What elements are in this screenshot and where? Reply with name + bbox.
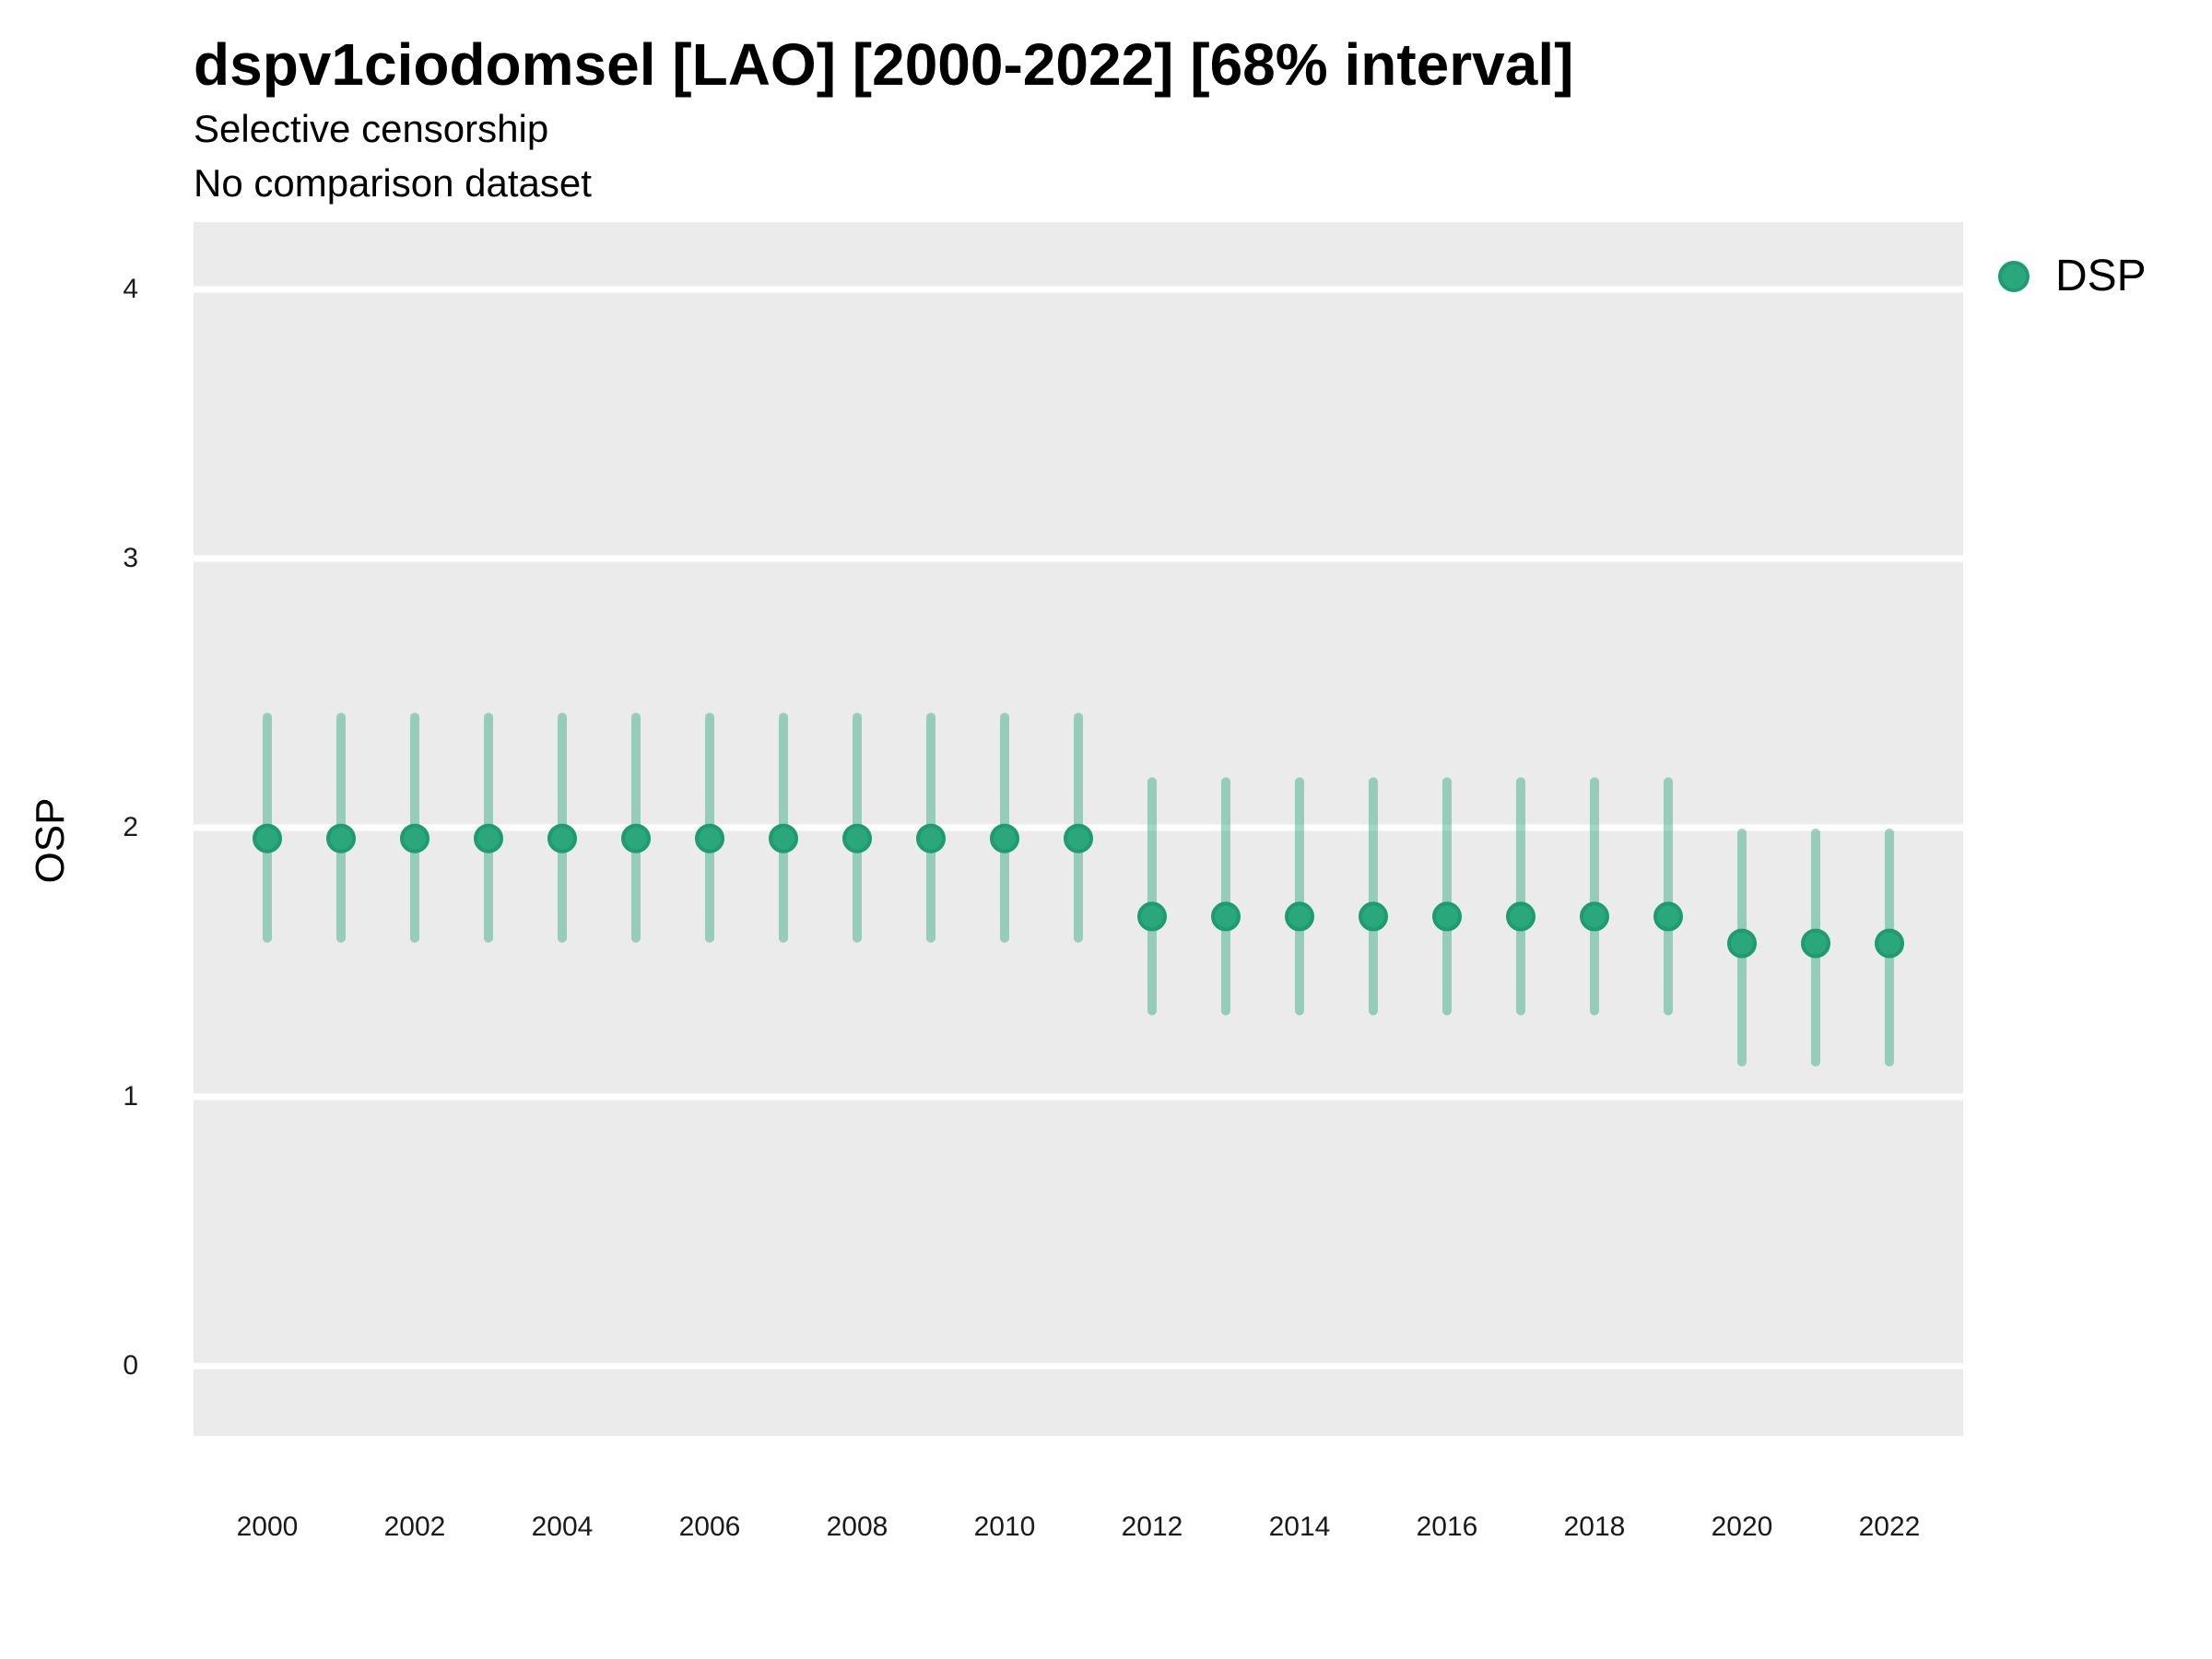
point-estimate-2021 <box>1801 928 1830 959</box>
x-tick-label-2002: 2002 <box>383 1512 446 1542</box>
legend-label: DSP <box>2055 252 2147 300</box>
point-estimate-2010 <box>990 823 1019 853</box>
point-estimate-2012 <box>1137 901 1167 932</box>
legend: DSP <box>1998 254 2147 299</box>
x-tick-label-2016: 2016 <box>1416 1512 1478 1542</box>
x-tick-label-2012: 2012 <box>1121 1512 1183 1542</box>
x-tick-label-2000: 2000 <box>236 1512 299 1542</box>
y-tick-label-0: 0 <box>123 1350 138 1382</box>
point-estimate-2006 <box>695 823 724 853</box>
x-tick-label-2018: 2018 <box>1563 1512 1626 1542</box>
point-estimate-2008 <box>842 823 872 853</box>
point-estimate-2013 <box>1211 901 1241 932</box>
chart-title: dspv1ciodomsel [LAO] [2000-2022] [68% in… <box>194 31 1574 98</box>
point-estimate-2000 <box>253 823 282 853</box>
chart-subtitle-line1: Selective censorship <box>194 107 549 150</box>
legend-point-icon <box>1998 261 2030 292</box>
x-tick-label-2010: 2010 <box>973 1512 1036 1542</box>
y-tick-label-3: 3 <box>123 543 138 574</box>
x-tick-label-2020: 2020 <box>1711 1512 1773 1542</box>
x-tick-label-2014: 2014 <box>1268 1512 1331 1542</box>
point-estimate-2020 <box>1727 928 1757 959</box>
point-estimate-2009 <box>916 823 946 853</box>
x-tick-label-2006: 2006 <box>678 1512 741 1542</box>
point-estimate-2022 <box>1875 928 1904 959</box>
point-estimate-2007 <box>769 823 798 853</box>
point-estimate-2016 <box>1432 901 1462 932</box>
point-estimate-2004 <box>547 823 577 853</box>
point-estimate-2011 <box>1064 823 1093 853</box>
point-estimate-2017 <box>1506 901 1535 932</box>
point-estimate-2005 <box>621 823 651 853</box>
point-estimate-2015 <box>1359 901 1388 932</box>
point-estimate-2001 <box>326 823 356 853</box>
x-tick-label-2008: 2008 <box>826 1512 888 1542</box>
y-tick-label-1: 1 <box>123 1081 138 1112</box>
point-estimate-2018 <box>1580 901 1609 932</box>
x-tick-label-2022: 2022 <box>1858 1512 1921 1542</box>
y-tick-label-4: 4 <box>123 274 138 304</box>
point-estimate-2019 <box>1653 901 1683 932</box>
point-estimate-2003 <box>474 823 503 853</box>
plot-panel <box>194 222 1963 1436</box>
x-tick-label-2004: 2004 <box>531 1512 594 1542</box>
point-estimate-2014 <box>1285 901 1314 932</box>
plot-area <box>194 286 1963 1370</box>
chart-subtitle-line2: No comparison dataset <box>194 161 592 205</box>
point-estimate-2002 <box>400 823 429 853</box>
y-tick-label-2: 2 <box>123 812 138 843</box>
